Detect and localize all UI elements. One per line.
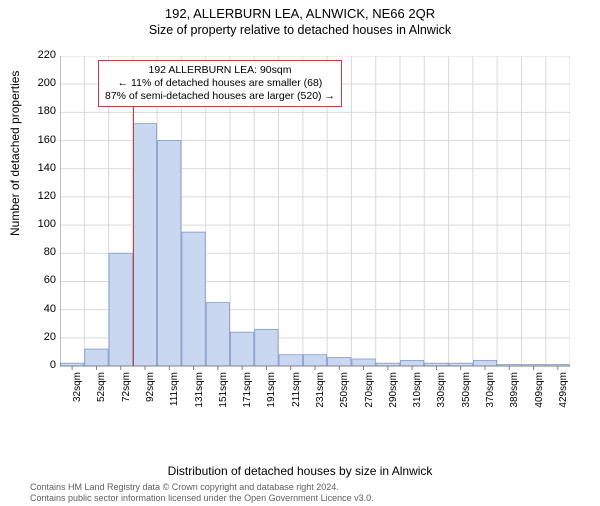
x-tick: 270sqm (364, 372, 375, 422)
y-tick: 220 (26, 49, 56, 61)
x-tick: 389sqm (509, 372, 520, 422)
footnote-line-1: Contains HM Land Registry data © Crown c… (30, 482, 374, 493)
bar (85, 349, 108, 366)
x-tick: 231sqm (315, 372, 326, 422)
bar (158, 141, 181, 366)
x-tick: 429sqm (558, 372, 569, 422)
x-tick: 52sqm (96, 372, 107, 422)
x-tick: 72sqm (121, 372, 132, 422)
bar (352, 359, 375, 366)
y-tick: 140 (26, 162, 56, 174)
y-tick: 100 (26, 218, 56, 230)
bar (231, 332, 254, 366)
y-tick: 60 (26, 274, 56, 286)
x-tick: 32sqm (72, 372, 83, 422)
bar (182, 232, 205, 366)
bar (255, 329, 278, 366)
x-tick: 191sqm (266, 372, 277, 422)
x-tick: 350sqm (461, 372, 472, 422)
x-tick: 131sqm (194, 372, 205, 422)
y-tick: 120 (26, 190, 56, 202)
y-axis-label: Number of detached properties (8, 71, 22, 236)
page-subtitle: Size of property relative to detached ho… (0, 23, 600, 37)
x-tick: 111sqm (169, 372, 180, 422)
bar (303, 355, 326, 366)
x-tick: 211sqm (291, 372, 302, 422)
y-tick: 160 (26, 134, 56, 146)
x-tick: 330sqm (436, 372, 447, 422)
callout-line-1: 192 ALLERBURN LEA: 90sqm (105, 64, 335, 77)
x-tick: 310sqm (412, 372, 423, 422)
chart-area: 020406080100120140160180200220 32sqm52sq… (60, 56, 570, 416)
x-tick: 171sqm (242, 372, 253, 422)
page-title: 192, ALLERBURN LEA, ALNWICK, NE66 2QR (0, 6, 600, 21)
x-tick: 409sqm (534, 372, 545, 422)
bar (473, 360, 496, 366)
y-tick: 40 (26, 303, 56, 315)
x-tick: 290sqm (388, 372, 399, 422)
bar (279, 355, 302, 366)
bar (328, 358, 351, 366)
callout-box: 192 ALLERBURN LEA: 90sqm ← 11% of detach… (98, 60, 342, 107)
callout-line-2: ← 11% of detached houses are smaller (68… (105, 77, 335, 90)
y-tick: 20 (26, 331, 56, 343)
x-tick: 370sqm (485, 372, 496, 422)
x-axis-label: Distribution of detached houses by size … (0, 464, 600, 478)
y-tick: 180 (26, 105, 56, 117)
footnote: Contains HM Land Registry data © Crown c… (30, 482, 374, 505)
x-tick: 92sqm (145, 372, 156, 422)
histogram-plot (60, 56, 570, 416)
y-tick: 80 (26, 246, 56, 258)
y-tick: 0 (26, 359, 56, 371)
callout-line-3: 87% of semi-detached houses are larger (… (105, 90, 335, 103)
bar (206, 303, 229, 366)
x-tick: 151sqm (218, 372, 229, 422)
bar (109, 253, 132, 366)
y-tick: 200 (26, 77, 56, 89)
footnote-line-2: Contains public sector information licen… (30, 493, 374, 504)
bar (401, 360, 424, 366)
property-marker-line (133, 98, 134, 366)
bar (133, 124, 156, 366)
x-tick: 250sqm (339, 372, 350, 422)
